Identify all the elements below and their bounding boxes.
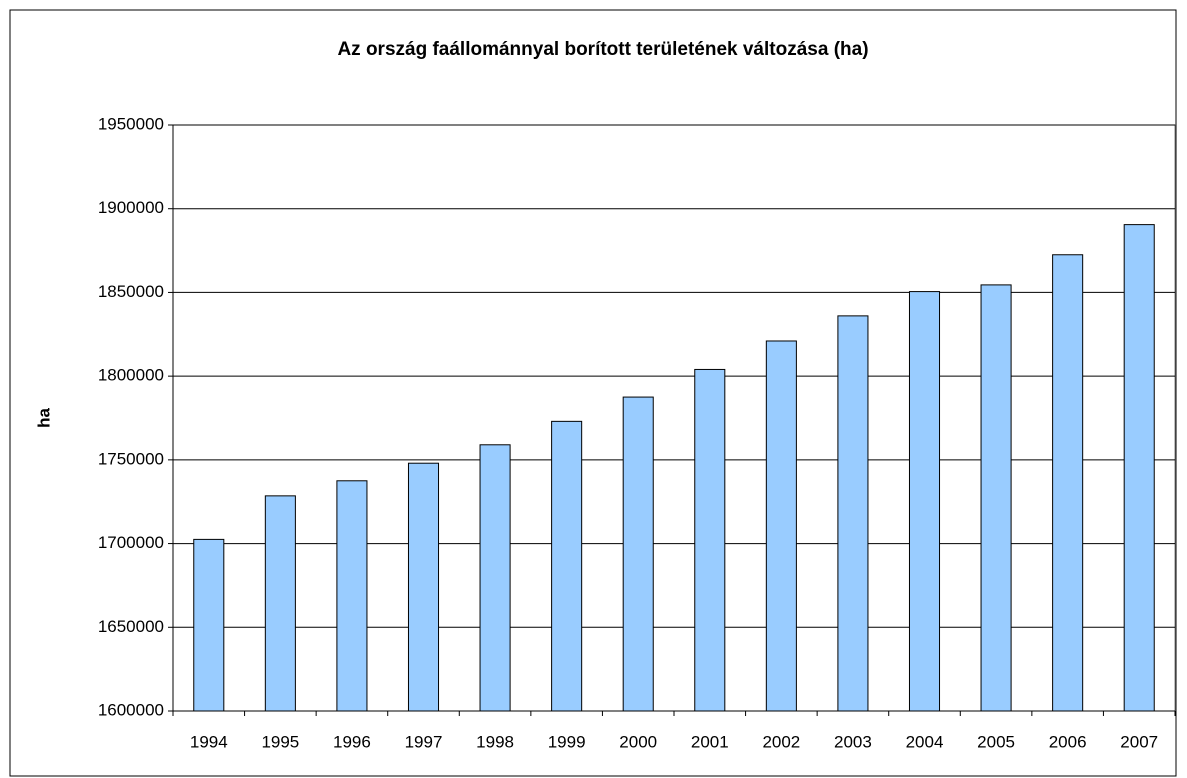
x-tick-label: 1998 [476,732,514,751]
y-tick-label: 1900000 [98,198,164,217]
x-tick-label: 1997 [405,732,443,751]
plot-area [172,124,1176,712]
y-tick-label: 1650000 [98,617,164,636]
x-tick-label: 2006 [1049,732,1087,751]
y-tick-label: 1800000 [98,366,164,385]
bar [622,396,654,712]
x-tick-label: 2002 [762,732,800,751]
y-axis-label: ha [34,408,53,428]
bar [1123,224,1155,712]
bar [479,444,511,712]
x-tick-label: 2003 [834,732,872,751]
x-tick-label: 1999 [548,732,586,751]
bar [1052,254,1084,712]
bar [407,462,440,712]
x-tick-label: 1996 [333,732,371,751]
x-tick-label: 2004 [906,732,944,751]
bar [694,368,726,712]
x-tick-label: 2005 [977,732,1015,751]
x-tick-label: 1994 [190,732,228,751]
bar [908,291,941,712]
bar [264,495,296,712]
y-tick-label: 1950000 [98,114,164,133]
x-tick-label: 2001 [691,732,729,751]
y-tick-label: 1750000 [98,449,164,468]
bar [837,315,869,712]
chart-title: Az ország faállománnyal borított terület… [337,39,868,60]
x-tick-label: 2007 [1120,732,1158,751]
y-tick-label: 1850000 [98,282,164,301]
x-tick-label: 2000 [619,732,657,751]
y-tick-label: 1600000 [98,700,164,719]
bar [336,480,368,712]
bar [765,340,797,712]
y-tick-label: 1700000 [98,533,164,552]
bar [551,420,583,712]
bar [980,284,1012,712]
bar [193,538,225,712]
x-tick-label: 1995 [261,732,299,751]
